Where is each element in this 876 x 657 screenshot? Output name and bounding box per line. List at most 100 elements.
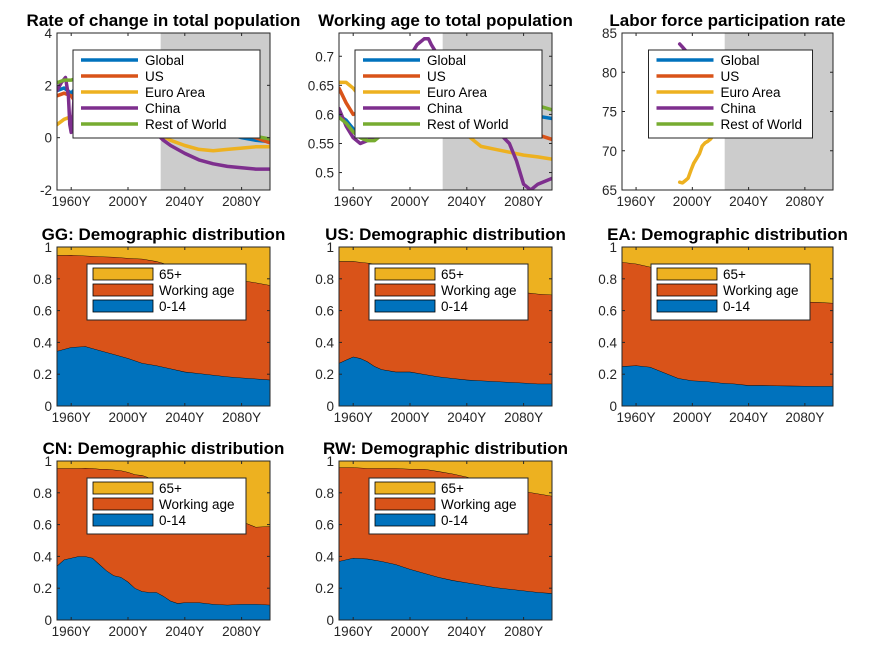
legend-swatch-working-age <box>92 497 154 511</box>
y-tick-label: 0 <box>44 131 52 146</box>
legend-label: 65+ <box>159 267 182 282</box>
legend-label: 65+ <box>723 267 746 282</box>
legend-swatch-working-age <box>374 283 436 297</box>
y-tick-label: 1 <box>44 454 52 469</box>
legend-label: Rest of World <box>145 117 227 132</box>
y-tick-label: 0 <box>609 399 617 414</box>
axes-box <box>338 32 553 191</box>
chart-gg: 1960Y 2000Y 2040Y 2080Y 0 0.2 0.4 0.6 0.8 1GG: De… <box>33 225 285 425</box>
x-tick-label: 2000Y <box>390 410 429 425</box>
chart-title: Labor force participation rate <box>609 11 845 30</box>
legend-label: 0-14 <box>723 299 751 314</box>
y-tick-label: 0.65 <box>308 78 334 93</box>
x-tick-label: 2000Y <box>108 624 147 639</box>
x-tick-label: 1960Y <box>617 194 656 209</box>
legend-swatch-65- <box>656 267 718 281</box>
legend-label: 0-14 <box>441 513 469 528</box>
x-tick-label: 2080Y <box>785 194 824 209</box>
x-tick-label: 2040Y <box>447 624 486 639</box>
x-tick-label: 1960Y <box>52 194 91 209</box>
x-tick-label: 2080Y <box>785 410 824 425</box>
legend-label: US <box>145 69 164 84</box>
legend-label: Global <box>721 53 760 68</box>
y-tick-label: 80 <box>602 65 617 80</box>
chart-title: GG: Demographic distribution <box>42 225 286 244</box>
axes-box <box>56 246 271 407</box>
x-tick-label: 2040Y <box>165 624 204 639</box>
legend-label: China <box>145 101 181 116</box>
y-tick-label: 0.55 <box>308 136 334 151</box>
y-tick-label: 0.2 <box>315 581 334 596</box>
legend-swatch-0-14 <box>656 299 718 313</box>
area-0-14 <box>57 346 270 406</box>
y-tick-label: 0.8 <box>315 272 334 287</box>
x-tick-label: 2000Y <box>673 194 712 209</box>
y-tick-label: 0.2 <box>33 581 52 596</box>
y-tick-label: 0.4 <box>315 335 334 350</box>
legend-swatch-working-age <box>92 283 154 297</box>
y-tick-label: 2 <box>44 78 52 93</box>
legend-label: China <box>427 101 463 116</box>
chart-title: CN: Demographic distribution <box>43 439 285 458</box>
area-0-14 <box>339 558 552 620</box>
y-tick-label: 0.4 <box>33 335 52 350</box>
y-tick-label: 4 <box>44 26 52 41</box>
y-tick-label: 0.4 <box>33 549 52 564</box>
x-tick-label: 2080Y <box>504 624 543 639</box>
legend-label: 0-14 <box>441 299 469 314</box>
legend-label: 0-14 <box>159 513 187 528</box>
legend-label: Working age <box>441 283 517 298</box>
x-tick-label: 2000Y <box>108 410 147 425</box>
y-tick-label: 0 <box>326 399 334 414</box>
y-tick-label: 0.6 <box>33 518 52 533</box>
chart-title: RW: Demographic distribution <box>323 439 568 458</box>
legend-label: 65+ <box>441 481 464 496</box>
y-tick-label: 0.2 <box>598 367 617 382</box>
y-tick-label: 0.6 <box>33 304 52 319</box>
y-tick-label: 0.6 <box>315 107 334 122</box>
legend-swatch-0-14 <box>92 299 154 313</box>
y-tick-label: 70 <box>602 144 617 159</box>
legend-label: Euro Area <box>145 85 206 100</box>
area-65- <box>339 461 552 496</box>
legend-label: US <box>427 69 446 84</box>
x-tick-label: 2040Y <box>165 410 204 425</box>
axes-box <box>56 460 271 621</box>
chart-us: 1960Y 2000Y 2040Y 2080Y 0 0.2 0.4 0.6 0.8 1US: De… <box>315 225 566 425</box>
y-tick-label: 85 <box>602 26 617 41</box>
x-tick-label: 1960Y <box>52 410 91 425</box>
chart-cn: 1960Y 2000Y 2040Y 2080Y 0 0.2 0.4 0.6 0.8 1CN: De… <box>33 439 284 639</box>
x-tick-label: 2040Y <box>447 410 486 425</box>
legend-label: Euro Area <box>721 85 782 100</box>
y-tick-label: 0.4 <box>598 335 617 350</box>
legend-label: Rest of World <box>721 117 803 132</box>
y-tick-label: 0 <box>44 613 52 628</box>
x-tick-label: 1960Y <box>334 410 373 425</box>
y-tick-label: 0.8 <box>315 486 334 501</box>
x-tick-label: 2080Y <box>504 410 543 425</box>
chart-title: Working age to total population <box>318 11 573 30</box>
x-tick-label: 1960Y <box>617 410 656 425</box>
legend-label: 65+ <box>441 267 464 282</box>
legend-label: Working age <box>159 497 235 512</box>
x-tick-label: 2040Y <box>729 194 768 209</box>
y-tick-label: 0.8 <box>33 486 52 501</box>
x-tick-label: 1960Y <box>334 194 373 209</box>
y-tick-label: 0 <box>326 613 334 628</box>
legend-label: US <box>721 69 740 84</box>
x-tick-label: 2040Y <box>729 410 768 425</box>
legend-label: Working age <box>723 283 799 298</box>
chart-title: US: Demographic distribution <box>325 225 566 244</box>
x-tick-label: 2080Y <box>222 624 261 639</box>
legend-swatch-working-age <box>656 283 718 297</box>
x-tick-label: 2000Y <box>673 410 712 425</box>
